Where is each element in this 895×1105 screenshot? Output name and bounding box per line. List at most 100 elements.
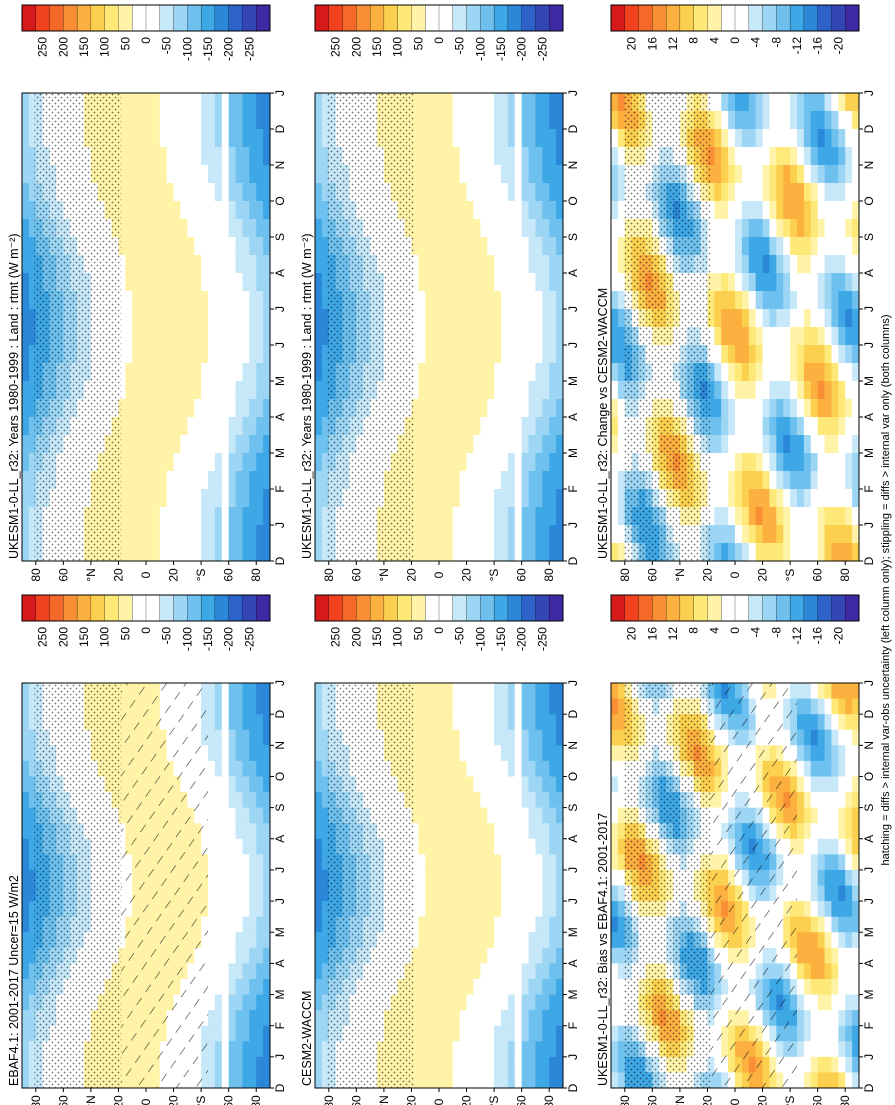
heatmap-cell	[425, 994, 433, 1011]
heatmap-cell	[797, 1025, 805, 1042]
heatmap-cell	[831, 745, 839, 762]
heatmap-cell	[480, 129, 488, 148]
heatmap-cell	[852, 760, 860, 777]
heatmap-cell	[418, 885, 426, 902]
heatmap-cell	[501, 291, 509, 310]
heatmap-cell	[521, 381, 530, 400]
heatmap-cell	[507, 901, 516, 918]
heatmap-cell	[425, 1025, 433, 1042]
heatmap-cell	[494, 93, 502, 112]
heatmap-cell	[810, 963, 819, 980]
heatmap-cell	[432, 165, 440, 184]
heatmap-cell	[528, 823, 536, 840]
heatmap-cell	[549, 345, 557, 364]
heatmap-cell	[228, 1041, 237, 1058]
x-tick-label: M	[566, 448, 580, 458]
heatmap-cell	[617, 885, 626, 902]
heatmap-cell	[445, 916, 454, 933]
colorbar-swatch	[397, 594, 412, 622]
heatmap-cell	[528, 147, 536, 166]
heatmap-cell	[535, 147, 543, 166]
heatmap-cell	[22, 1041, 30, 1058]
x-tick-label: F	[566, 1022, 580, 1029]
heatmap-cell	[263, 219, 271, 238]
heatmap-cell	[514, 776, 523, 793]
heatmap-cell	[507, 963, 516, 980]
heatmap-cell	[173, 273, 181, 292]
heatmap-cell	[556, 399, 564, 418]
colorbar-swatch	[35, 4, 51, 32]
heatmap-cell	[494, 1010, 502, 1027]
heatmap-cell	[501, 525, 509, 544]
heatmap-cell	[425, 745, 433, 762]
heatmap-cell	[180, 399, 188, 418]
heatmap-cell	[418, 932, 426, 949]
heatmap-cell	[528, 869, 536, 886]
heatmap-cell	[425, 111, 433, 130]
heatmap-cell	[22, 792, 30, 809]
heatmap-cell	[617, 869, 626, 886]
heatmap-cell	[125, 273, 133, 292]
heatmap-cell	[235, 963, 243, 980]
heatmap-cell	[556, 963, 564, 980]
heatmap-cell	[146, 327, 154, 346]
heatmap-cell	[208, 947, 216, 964]
heatmap-cell	[452, 963, 461, 980]
colorbar-label: 250	[329, 627, 343, 647]
heatmap-cell	[159, 363, 168, 382]
stipple-overlay	[34, 683, 122, 1088]
heatmap-cell	[221, 885, 230, 902]
heatmap-cell	[494, 994, 502, 1011]
heatmap-cell	[817, 838, 826, 855]
heatmap-cell	[221, 507, 230, 526]
heatmap-cell	[432, 525, 440, 544]
heatmap-cell	[411, 869, 419, 886]
heatmap-cell	[166, 237, 175, 256]
heatmap-cell	[501, 729, 509, 746]
heatmap-cell	[845, 729, 853, 746]
heatmap-cell	[466, 760, 474, 777]
heatmap-cell	[432, 916, 440, 933]
heatmap-cell	[507, 698, 516, 715]
heatmap-cell	[617, 1056, 626, 1073]
heatmap-cell	[125, 453, 133, 472]
heatmap-cell	[201, 453, 209, 472]
heatmap-cell	[445, 399, 454, 418]
heatmap-cell	[315, 792, 323, 809]
heatmap-cell	[432, 363, 440, 382]
heatmap-cell	[249, 507, 257, 526]
heatmap-cell	[487, 916, 495, 933]
heatmap-cell	[549, 543, 557, 562]
heatmap-cell	[535, 309, 543, 328]
heatmap-cell	[249, 807, 257, 824]
heatmap-cell	[528, 854, 536, 871]
heatmap-cell	[528, 916, 536, 933]
heatmap-cell	[452, 111, 461, 130]
heatmap-cell	[418, 714, 426, 731]
heatmap-cell	[242, 471, 250, 490]
heatmap-cell	[473, 309, 481, 328]
heatmap-cell	[542, 792, 550, 809]
heatmap-cell	[556, 854, 564, 871]
heatmap-cell	[617, 683, 626, 700]
heatmap-cell	[152, 453, 161, 472]
heatmap-cell	[418, 525, 426, 544]
x-tick-label: M	[273, 927, 287, 937]
colorbar-swatch	[228, 4, 243, 32]
heatmap-cell	[473, 745, 481, 762]
heatmap-cell	[542, 683, 550, 700]
heatmap-cell	[118, 201, 126, 220]
heatmap-cell	[494, 776, 502, 793]
heatmap-cell	[466, 255, 474, 274]
heatmap-cell	[214, 543, 223, 562]
heatmap-cell	[556, 729, 564, 746]
heatmap-cell	[139, 111, 147, 130]
heatmap-cell	[473, 291, 481, 310]
heatmap-cell	[425, 885, 433, 902]
heatmap-cell	[452, 273, 461, 292]
heatmap-cell	[549, 729, 557, 746]
heatmap-cell	[152, 525, 161, 544]
heatmap-cell	[166, 543, 175, 562]
heatmap-cell	[611, 745, 619, 762]
heatmap-cell	[831, 698, 839, 715]
